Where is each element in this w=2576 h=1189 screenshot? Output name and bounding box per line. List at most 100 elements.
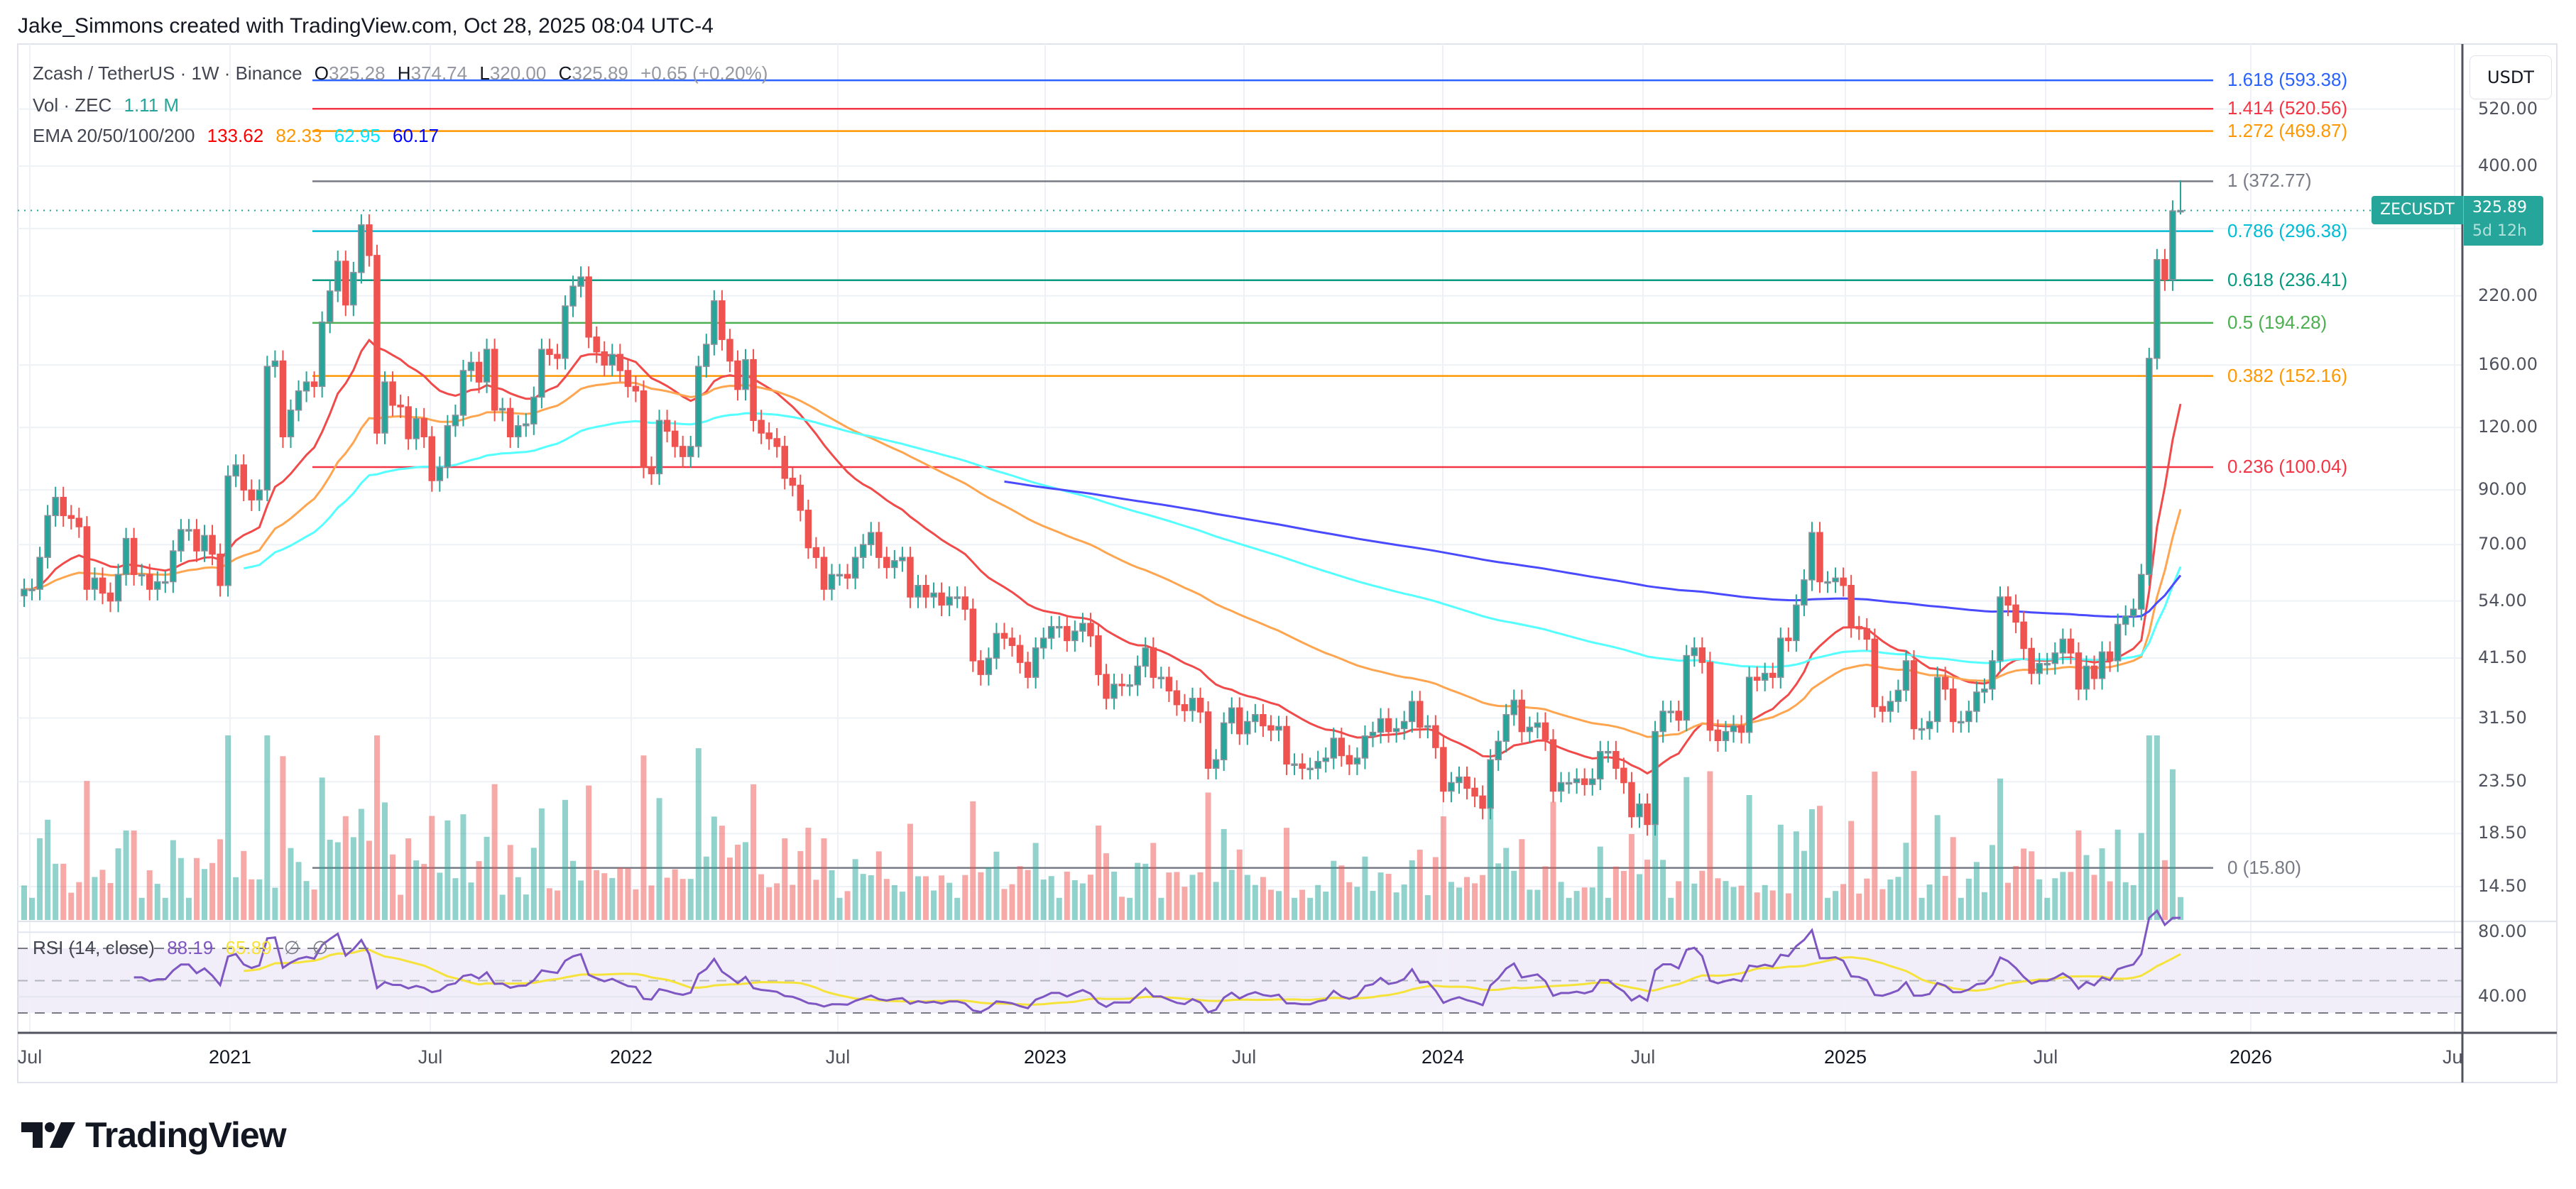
candle-body xyxy=(1667,711,1674,713)
candle-body xyxy=(1644,803,1651,826)
fib-level-label: 0.618 (236.41) xyxy=(2227,268,2348,290)
candle xyxy=(1510,689,1518,726)
candle xyxy=(1440,737,1447,803)
time-axis-label: 2025 xyxy=(1823,1046,1867,1068)
volume-bar xyxy=(1103,853,1110,920)
candle-body xyxy=(2043,662,2051,666)
volume-bar xyxy=(2036,879,2043,920)
fib-level-label: 0.5 (194.28) xyxy=(2227,311,2327,333)
candle xyxy=(1605,740,1612,763)
candle xyxy=(781,435,788,490)
candle xyxy=(475,351,483,393)
candle xyxy=(405,396,412,450)
volume-bar xyxy=(185,897,192,920)
candle xyxy=(153,571,161,601)
volume-bar xyxy=(1872,772,1878,920)
candle xyxy=(232,454,239,488)
volume-bar xyxy=(413,860,420,920)
candle xyxy=(2043,652,2051,675)
candle-body xyxy=(185,529,192,532)
candle xyxy=(302,371,310,402)
volume-bar xyxy=(68,892,75,920)
candle xyxy=(577,266,584,297)
candle xyxy=(1941,667,1949,701)
candle-body xyxy=(1463,777,1470,789)
volume-bar xyxy=(703,856,709,920)
volume-bar xyxy=(1267,889,1274,920)
volume-bar xyxy=(193,857,200,920)
candle-body xyxy=(1910,660,1918,730)
candle xyxy=(2090,655,2098,690)
candle-body xyxy=(1848,585,1855,628)
time-axis-label: Ju xyxy=(2443,1046,2462,1068)
candle xyxy=(1016,635,1024,674)
candle xyxy=(373,244,381,444)
candle xyxy=(271,350,279,378)
candle-body xyxy=(350,272,357,306)
candle xyxy=(1652,720,1659,836)
candle-body xyxy=(1840,577,1847,586)
candle-body xyxy=(130,537,138,576)
candle xyxy=(985,647,993,686)
fib-level-label: 1.272 (469.87) xyxy=(2227,119,2348,141)
volume-bar xyxy=(1762,884,1768,920)
candle-body xyxy=(538,349,545,398)
volume-bar xyxy=(1189,875,1196,920)
volume-bar xyxy=(726,857,733,920)
volume-bar xyxy=(1401,884,1407,920)
candle-body xyxy=(1047,625,1055,639)
candle xyxy=(436,456,444,492)
volume-bar xyxy=(860,874,866,920)
candle xyxy=(1283,716,1290,775)
tradingview-logo[interactable]: TradingView xyxy=(21,1115,287,1155)
volume-bar xyxy=(648,885,655,920)
candle-body xyxy=(1039,637,1047,649)
volume-bar xyxy=(1284,828,1290,920)
candle xyxy=(2098,641,2106,690)
symbol-name[interactable]: Zcash / TetherUS · 1W · Binance xyxy=(33,62,302,84)
candle xyxy=(1557,772,1565,803)
volume-bar xyxy=(530,848,537,920)
candle xyxy=(1745,667,1753,744)
candle xyxy=(593,326,600,363)
volume-bar xyxy=(711,816,717,920)
volume-bar xyxy=(695,748,702,920)
volume-bar xyxy=(1519,839,1525,920)
volume-bar xyxy=(1464,877,1470,920)
candle xyxy=(2114,613,2122,672)
candle xyxy=(922,574,929,608)
volume-bar xyxy=(178,857,184,920)
volume-bar xyxy=(507,845,513,920)
candle-body xyxy=(83,526,91,590)
candle-body xyxy=(2075,652,2083,690)
candle-body xyxy=(1620,767,1627,784)
candle xyxy=(201,525,208,562)
fib-level-label: 1.618 (593.38) xyxy=(2227,69,2348,91)
ema20-line xyxy=(24,338,2182,775)
candle-body xyxy=(52,496,59,517)
candle-body xyxy=(1432,725,1439,748)
volume-bar xyxy=(2068,872,2074,920)
currency-button[interactable]: USDT xyxy=(2469,55,2552,99)
candle xyxy=(1973,681,1980,723)
candle-body xyxy=(1785,637,1792,642)
candle xyxy=(616,344,624,382)
candle-body xyxy=(875,532,883,558)
ema-legend[interactable]: EMA 20/50/100/200 133.62 82.33 62.95 60.… xyxy=(33,125,446,147)
volume-bar xyxy=(138,897,145,920)
volume-bar xyxy=(1315,884,1321,920)
candle-body xyxy=(2114,623,2122,662)
volume-bar xyxy=(1903,843,1909,920)
candle-body xyxy=(781,446,788,479)
volume-legend[interactable]: Vol · ZEC 1.11 M xyxy=(33,94,186,116)
candle-body xyxy=(1330,738,1338,759)
rsi-legend[interactable]: RSI (14, close) 88.19 65.89 ∅ ∅ xyxy=(33,937,335,959)
symbol-legend[interactable]: Zcash / TetherUS · 1W · Binance O325.28 … xyxy=(33,62,775,84)
candle xyxy=(1408,691,1416,733)
candle-body xyxy=(608,354,616,366)
candle-body xyxy=(1510,699,1518,716)
candle xyxy=(1612,740,1620,779)
ema100-value: 62.95 xyxy=(334,125,381,146)
candle-body xyxy=(146,574,153,590)
